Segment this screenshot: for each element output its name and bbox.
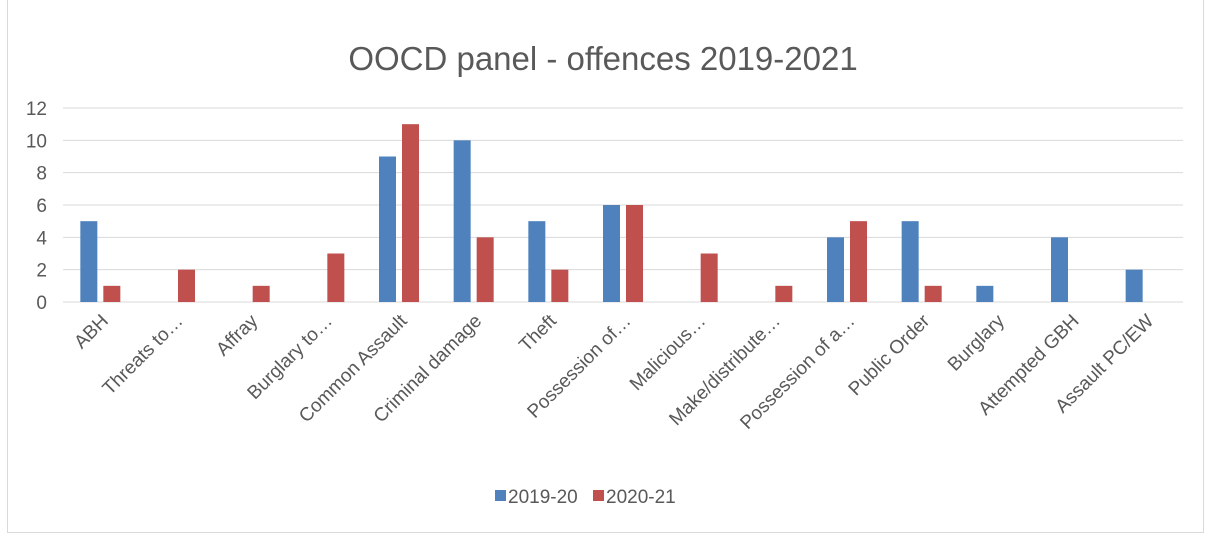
legend-label: 2019-20 (508, 487, 578, 508)
gridlines (63, 107, 1183, 303)
x-tick-label: Theft (515, 310, 561, 356)
bar-2019-20 (1125, 269, 1143, 302)
bar-2020-21 (551, 269, 569, 302)
y-tick-label: 4 (36, 228, 47, 249)
bar-2019-20 (528, 221, 546, 302)
bar-2020-21 (476, 237, 494, 302)
bar-2020-21 (850, 221, 867, 302)
legend: 2019-20 2020-21 (495, 487, 676, 508)
bar-2019-20 (1051, 237, 1068, 302)
y-tick-label: 12 (26, 99, 47, 120)
bar-2020-21 (327, 253, 345, 302)
x-tick-label: Threats to… (99, 311, 188, 400)
x-tick-label: Burglary (944, 310, 1009, 375)
x-tick-label: ABH (70, 311, 112, 353)
bars (80, 124, 1143, 303)
bar-2020-21 (103, 285, 121, 302)
y-tick-label: 10 (26, 131, 47, 152)
bar-2020-21 (402, 124, 419, 303)
bar-2020-21 (775, 285, 793, 302)
bar-2019-20 (901, 221, 919, 302)
bar-2019-20 (453, 140, 471, 302)
bar-2020-21 (252, 285, 270, 302)
x-tick-label: Public Order (845, 310, 935, 400)
bar-2019-20 (603, 205, 620, 302)
y-axis-ticks: 0 2 4 6 8 10 12 (26, 99, 48, 314)
y-tick-label: 8 (36, 164, 47, 185)
legend-swatch (495, 490, 506, 501)
bar-2019-20 (976, 285, 994, 302)
bar-2019-20 (80, 221, 98, 302)
legend-swatch (593, 490, 604, 501)
legend-label: 2020-21 (606, 487, 676, 508)
bar-2019-20 (379, 156, 396, 302)
y-tick-label: 0 (36, 293, 47, 314)
bar-2020-21 (700, 253, 718, 302)
x-tick-label: Affray (213, 310, 263, 360)
y-tick-label: 2 (36, 261, 47, 282)
bar-2020-21 (626, 205, 643, 302)
bar-2020-21 (178, 269, 195, 302)
bar-2019-20 (827, 237, 844, 302)
y-tick-label: 6 (36, 196, 47, 217)
chart-frame (7, 0, 1204, 533)
chart-title: OOCD panel - offences 2019-2021 (348, 40, 857, 77)
bar-2020-21 (924, 285, 942, 302)
